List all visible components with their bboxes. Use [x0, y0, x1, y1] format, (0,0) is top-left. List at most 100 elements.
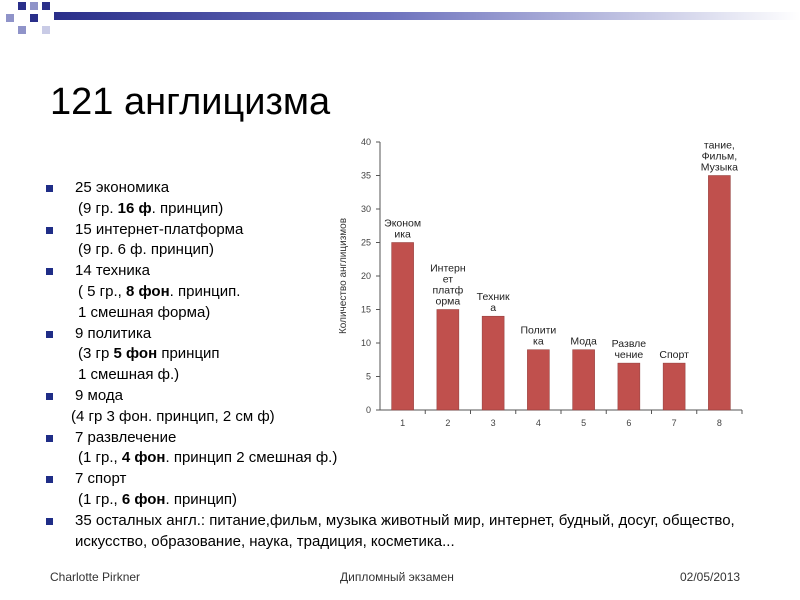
bar-data-label: Музыка	[701, 162, 738, 174]
bullet-item: 9 политика	[46, 324, 736, 345]
bar-data-label: платф	[432, 285, 463, 297]
subline-segment: (3 гр	[78, 345, 114, 363]
decor-square	[30, 2, 38, 10]
top-decoration	[0, 0, 800, 34]
footer-author: Charlotte Pirkner	[50, 570, 141, 584]
bullet-marker	[46, 392, 53, 400]
bar-data-label: орма	[436, 296, 461, 308]
y-tick-label: 0	[366, 405, 371, 415]
bullet-text: 25 экономика	[75, 179, 170, 196]
bar-data-label: ет	[443, 274, 453, 286]
bullet-marker	[46, 330, 53, 338]
slide-title: 121 англицизма	[50, 81, 331, 123]
bullet-subline: (1 гр., 6 фон. принцип)	[46, 490, 736, 511]
bar	[436, 309, 460, 411]
bullet-item: 14 техника	[46, 261, 736, 282]
bar-data-label: чение	[614, 349, 643, 361]
subline-segment: 1 смешная форма)	[78, 303, 211, 321]
subline-segment: 16 ф	[117, 199, 152, 217]
y-tick-label: 40	[361, 137, 371, 147]
subline-segment: (1 гр.,	[78, 490, 122, 508]
bar-data-label: Эконом	[384, 218, 421, 230]
bullet-text: 15 интернет-платформа	[75, 220, 244, 238]
bar-data-label: Интерн	[430, 263, 466, 275]
bar	[662, 362, 686, 411]
x-tick-label: 4	[536, 418, 541, 428]
subline-segment: (9 гр. 6 ф. принцип)	[78, 241, 215, 259]
bullet-subline: 1 смешная форма)	[46, 303, 736, 324]
bullet-text: 35 осталных англ.: питание,фильм, музыка…	[75, 511, 735, 550]
bar-data-label: а	[490, 302, 496, 314]
bar-data-label: Техник	[477, 291, 510, 303]
subline-segment: . принцип)	[165, 490, 238, 508]
bullet-item: 25 экономика	[46, 178, 736, 199]
bullet-item: 7 развлечение	[46, 428, 736, 449]
bullet-text: 14 техника	[75, 262, 150, 280]
bar-data-label: Полити	[520, 325, 556, 337]
bar-data-label: Развле	[612, 338, 647, 350]
bullet-subline: 1 смешная ф.)	[46, 365, 736, 386]
subline-segment: 5 фон	[113, 345, 158, 363]
bar-data-label: Фильм,	[702, 151, 738, 163]
subline-segment: 8 фон	[126, 282, 170, 300]
subline-segment: ( 5 гр.,	[78, 282, 126, 300]
bar	[527, 349, 550, 411]
decor-square	[18, 26, 26, 34]
subline-segment: . принцип.	[169, 282, 241, 300]
bar	[617, 362, 641, 411]
bullet-list: 25 экономика (9 гр. 16 ф. принцип) 15 инте…	[46, 178, 736, 552]
subline-segment: 6 фон	[121, 490, 166, 508]
subline-segment: 4 фон	[121, 449, 166, 467]
bullet-marker	[46, 185, 53, 192]
y-tick-label: 15	[361, 305, 371, 315]
y-tick-label: 5	[366, 372, 371, 382]
x-tick-label: 8	[717, 418, 722, 428]
bullet-marker	[46, 226, 53, 234]
bar-data-label: ка	[533, 336, 544, 348]
subline-segment: (9 гр.	[78, 199, 118, 217]
bullet-item: 35 осталных англ.: питание,фильм, музыка…	[46, 511, 736, 553]
bullet-marker	[46, 517, 53, 525]
decor-square	[42, 2, 50, 10]
y-tick-label: 20	[361, 271, 371, 281]
x-tick-label: 3	[491, 418, 496, 428]
bullet-item: 9 мода	[46, 386, 736, 407]
x-tick-label: 6	[626, 418, 631, 428]
bar-data-label: Спорт	[659, 349, 689, 361]
subline-segment: . принцип)	[151, 199, 224, 217]
subline-segment: . принцип 2 смешная ф.)	[165, 449, 338, 467]
bullet-subline: (3 гр 5 фон принцип	[46, 344, 736, 365]
bullet-text: 9 мода	[75, 386, 123, 404]
bar	[391, 242, 414, 411]
subline-segment: (4 гр 3 фон. принцип, 2 см ф)	[71, 407, 275, 425]
bar-data-label: ика	[394, 229, 411, 241]
bar	[572, 349, 595, 411]
bar-data-label: тание,	[704, 140, 735, 152]
decor-square	[6, 14, 14, 22]
x-tick-label: 5	[581, 418, 586, 428]
decor-square	[42, 26, 50, 34]
subline-segment: 1 смешная ф.)	[78, 366, 180, 384]
bar-data-label: Мода	[570, 336, 597, 348]
decor-square	[18, 2, 26, 10]
y-tick-label: 25	[361, 238, 371, 248]
footer-title: Дипломный экзамен	[340, 570, 454, 584]
bullet-subline: ( 5 гр., 8 фон. принцип.	[46, 282, 736, 303]
y-tick-label: 30	[361, 204, 371, 214]
bullet-subline: (9 гр. 6 ф. принцип)	[46, 240, 736, 261]
y-tick-label: 35	[361, 171, 371, 181]
bullet-marker	[46, 268, 53, 276]
bullet-item: 15 интернет-платформа	[46, 220, 736, 241]
bullet-subline: (4 гр 3 фон. принцип, 2 см ф)	[46, 407, 736, 428]
bar	[708, 175, 731, 411]
top-gradient-bar	[54, 12, 800, 20]
subline-segment: принцип	[157, 345, 220, 363]
footer-date: 02/05/2013	[680, 570, 741, 584]
bullet-text: 9 политика	[75, 324, 152, 342]
bullet-item: 7 спорт	[46, 469, 736, 490]
bullet-subline: (9 гр. 16 ф. принцип)	[46, 199, 736, 220]
x-tick-label: 7	[672, 418, 677, 428]
bullet-text: 7 развлечение	[75, 428, 177, 446]
y-axis-label: Количество англицизмов	[338, 218, 349, 334]
